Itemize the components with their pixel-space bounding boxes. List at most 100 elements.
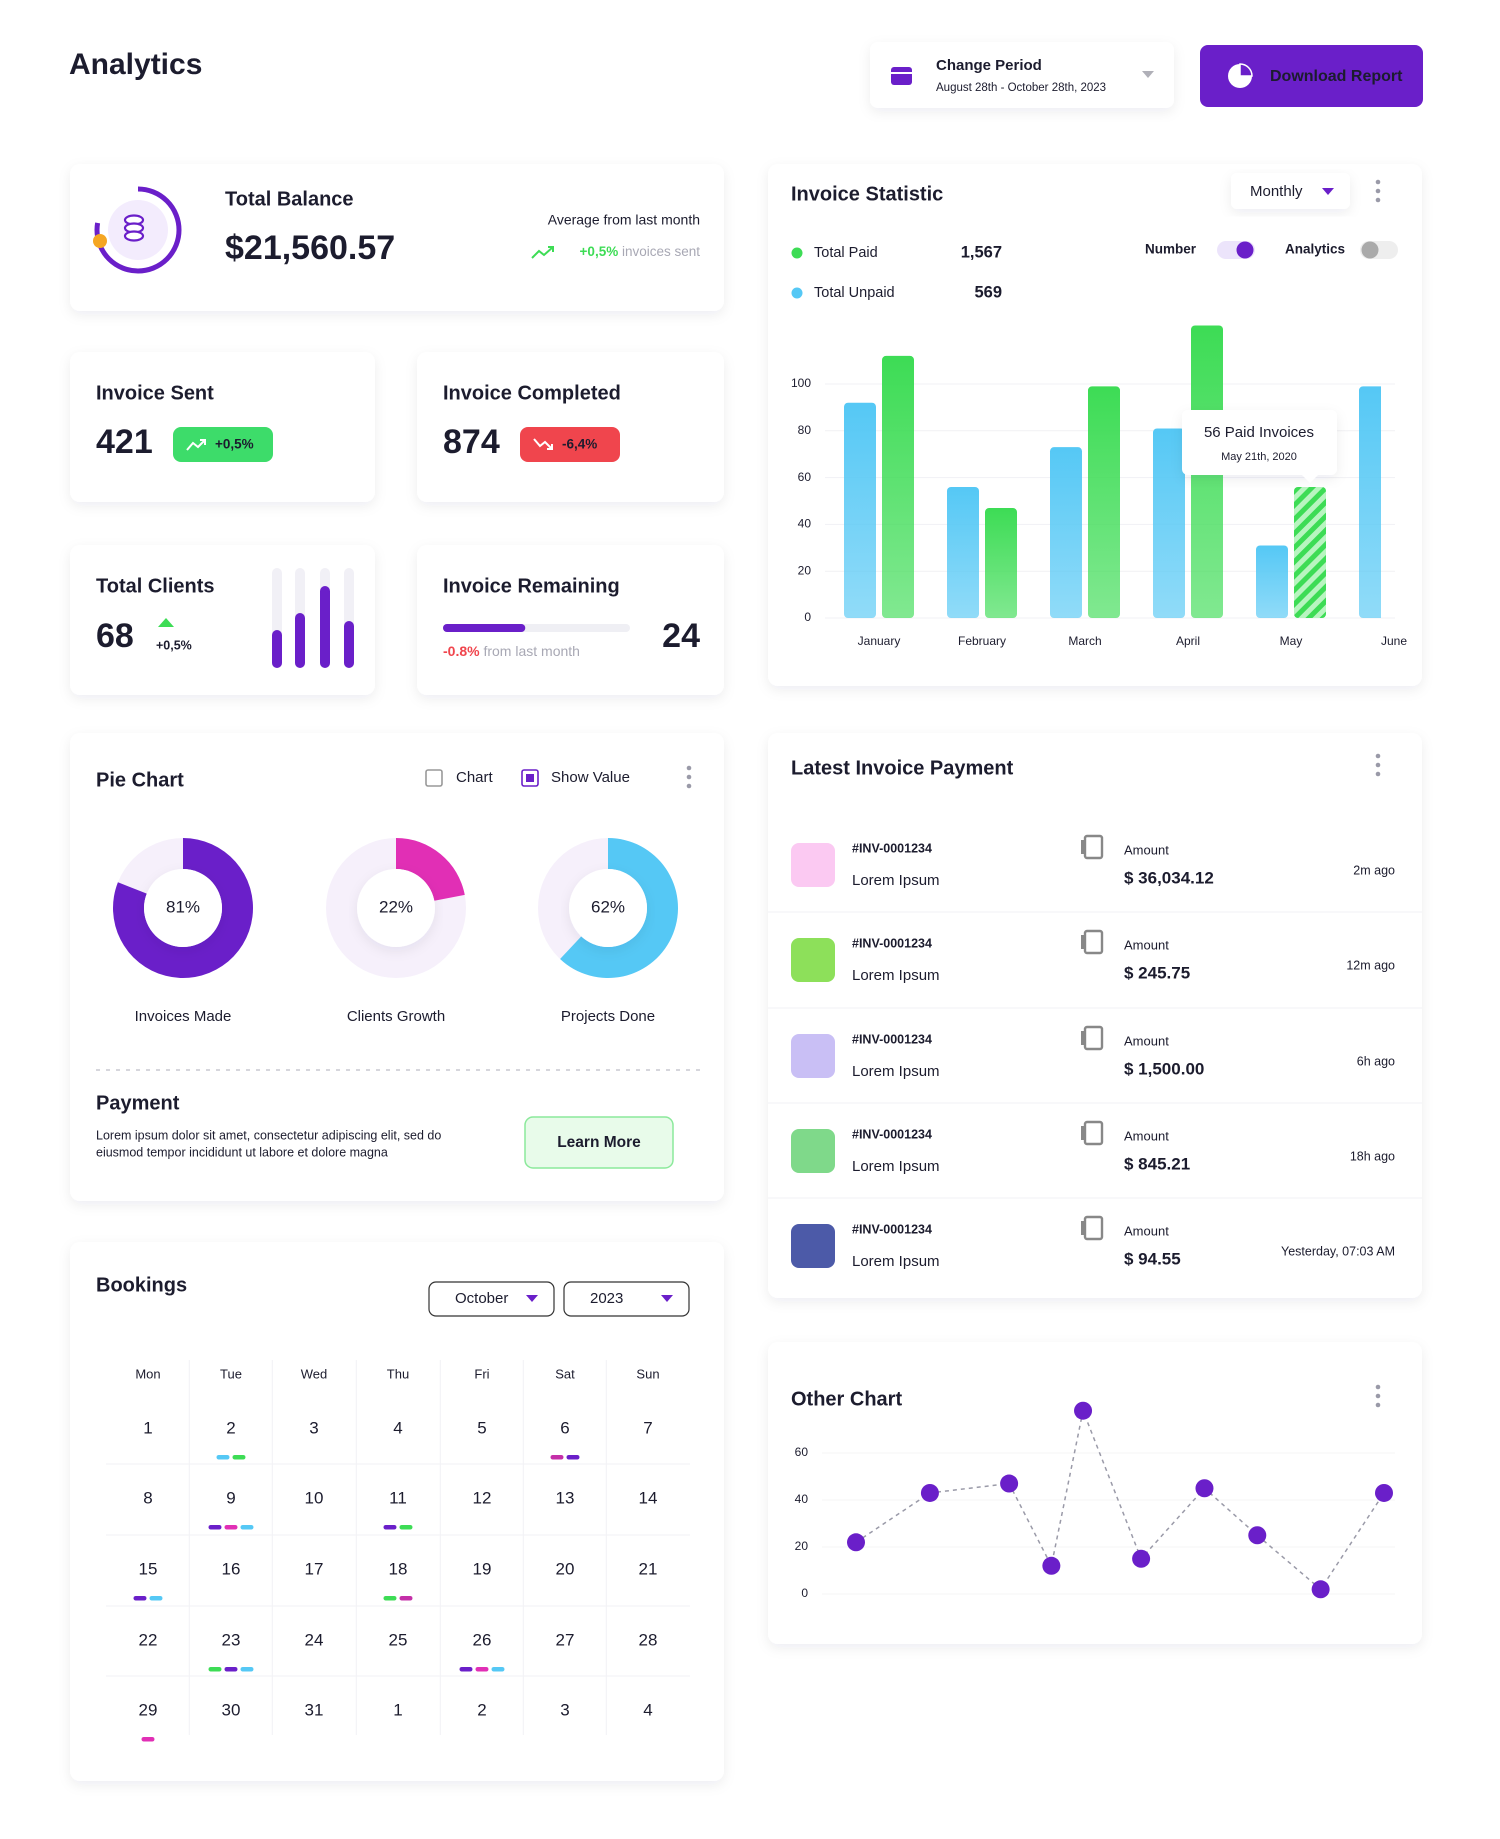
donut-label: Invoices Made bbox=[135, 1008, 232, 1025]
period-dropdown[interactable] bbox=[1231, 173, 1350, 209]
checkbox[interactable] bbox=[425, 769, 443, 787]
dropdown-arrow bbox=[1142, 71, 1154, 78]
select-label[interactable]: October bbox=[455, 1290, 508, 1307]
day: 9 bbox=[226, 1488, 235, 1507]
bar bbox=[1294, 486, 1326, 618]
receipt-icon-back bbox=[1081, 1031, 1085, 1045]
button-label[interactable]: Download Report bbox=[1270, 68, 1403, 85]
weekday-label: Sun bbox=[636, 1366, 659, 1381]
toggle-knob[interactable] bbox=[1236, 241, 1254, 259]
event-dot bbox=[459, 1667, 473, 1672]
select[interactable] bbox=[428, 1281, 555, 1317]
mini-bar bbox=[320, 586, 330, 668]
event-dot bbox=[550, 1455, 564, 1460]
y-tick-label: 80 bbox=[798, 423, 812, 437]
amount-value: $ 94.55 bbox=[1124, 1249, 1181, 1268]
point bbox=[920, 1483, 939, 1502]
invoice-time: 12m ago bbox=[1346, 958, 1395, 972]
day: 30 bbox=[222, 1700, 241, 1719]
page-title: Analytics bbox=[69, 48, 202, 81]
checkbox-label[interactable]: Show Value bbox=[551, 769, 630, 786]
event-dot bbox=[232, 1455, 246, 1460]
event-dot bbox=[224, 1525, 238, 1530]
toggle-knob[interactable] bbox=[1361, 241, 1379, 259]
button-icon-slice bbox=[1239, 63, 1253, 77]
period-picker[interactable] bbox=[870, 42, 1174, 108]
bar bbox=[844, 402, 876, 618]
point bbox=[1248, 1526, 1267, 1545]
select[interactable] bbox=[563, 1281, 690, 1317]
weekday-label: Thu bbox=[387, 1366, 409, 1381]
card-title: Invoice Statistic bbox=[791, 183, 943, 205]
learn-more-button[interactable] bbox=[524, 1116, 674, 1169]
tooltip bbox=[1182, 409, 1337, 475]
select-label[interactable]: 2023 bbox=[590, 1290, 623, 1307]
donut-hole bbox=[357, 869, 435, 947]
x-tick-label: February bbox=[958, 634, 1006, 648]
badge-label: +0,5% bbox=[215, 437, 254, 452]
weekday-label: Mon bbox=[135, 1366, 160, 1381]
receipt-icon-back bbox=[1081, 1221, 1085, 1235]
day: 24 bbox=[305, 1630, 324, 1649]
event-dot bbox=[133, 1596, 147, 1601]
point bbox=[1042, 1556, 1061, 1575]
change-line: -0.8% from last month bbox=[443, 643, 580, 659]
event-dot bbox=[240, 1525, 254, 1530]
day: 18 bbox=[389, 1559, 408, 1578]
card-title: Total Clients bbox=[96, 575, 215, 597]
other-month-day: 4 bbox=[643, 1700, 652, 1719]
toggle-label: Number bbox=[1145, 242, 1197, 257]
average-label: Average from last month bbox=[548, 212, 700, 228]
amount-label: Amount bbox=[1124, 1223, 1169, 1238]
bar bbox=[882, 355, 914, 618]
dropdown-label[interactable]: Monthly bbox=[1250, 183, 1303, 200]
balance-value: $21,560.57 bbox=[225, 229, 395, 267]
donut-label: Clients Growth bbox=[347, 1008, 445, 1025]
menu-dot bbox=[1375, 762, 1381, 768]
event-dot bbox=[566, 1455, 580, 1460]
menu-dot bbox=[686, 765, 692, 771]
legend-label: Total Paid bbox=[814, 245, 878, 261]
card-title: Other Chart bbox=[791, 1388, 902, 1410]
donut-hole bbox=[569, 869, 647, 947]
calendar-icon bbox=[891, 67, 912, 85]
day: 17 bbox=[305, 1559, 324, 1578]
event-dot bbox=[216, 1455, 230, 1460]
donut-value: 22% bbox=[379, 897, 413, 916]
invoice-id: #INV-0001234 bbox=[852, 1222, 932, 1236]
point bbox=[1074, 1401, 1093, 1420]
day: 26 bbox=[473, 1630, 492, 1649]
change-note: from last month bbox=[480, 643, 580, 659]
trend-icon bbox=[531, 246, 554, 259]
checkbox-label[interactable]: Chart bbox=[456, 769, 494, 786]
invoice-swatch bbox=[791, 938, 835, 982]
bar bbox=[985, 508, 1017, 618]
day: 22 bbox=[139, 1630, 158, 1649]
button-label[interactable]: Learn More bbox=[557, 1134, 641, 1151]
donut-arc bbox=[112, 838, 254, 979]
card-title: Invoice Completed bbox=[443, 382, 621, 404]
point bbox=[1311, 1580, 1330, 1599]
legend-dot bbox=[791, 287, 803, 299]
amount-value: $ 245.75 bbox=[1124, 963, 1190, 982]
menu-dot bbox=[1375, 771, 1381, 777]
card-title: Invoice Sent bbox=[96, 382, 214, 404]
change-value: +0,5% bbox=[580, 244, 619, 259]
day: 20 bbox=[556, 1559, 575, 1578]
invoice-swatch bbox=[791, 843, 835, 887]
period-value: August 28th - October 28th, 2023 bbox=[936, 82, 1106, 94]
download-button[interactable] bbox=[1200, 45, 1423, 107]
amount-label: Amount bbox=[1124, 1128, 1169, 1143]
card bbox=[417, 545, 724, 695]
invoice-time: 18h ago bbox=[1350, 1149, 1395, 1163]
invoice-swatch bbox=[791, 1129, 835, 1173]
invoice-time: Yesterday, 07:03 AM bbox=[1281, 1244, 1395, 1258]
bar bbox=[1153, 428, 1185, 618]
legend-label: Total Unpaid bbox=[814, 285, 895, 301]
toggle-label: Analytics bbox=[1285, 242, 1345, 257]
day: 10 bbox=[305, 1488, 324, 1507]
payment-text: Lorem ipsum dolor sit amet, consectetur … bbox=[96, 1128, 441, 1142]
invoice-name: Lorem Ipsum bbox=[852, 967, 940, 984]
menu-dot bbox=[686, 774, 692, 780]
